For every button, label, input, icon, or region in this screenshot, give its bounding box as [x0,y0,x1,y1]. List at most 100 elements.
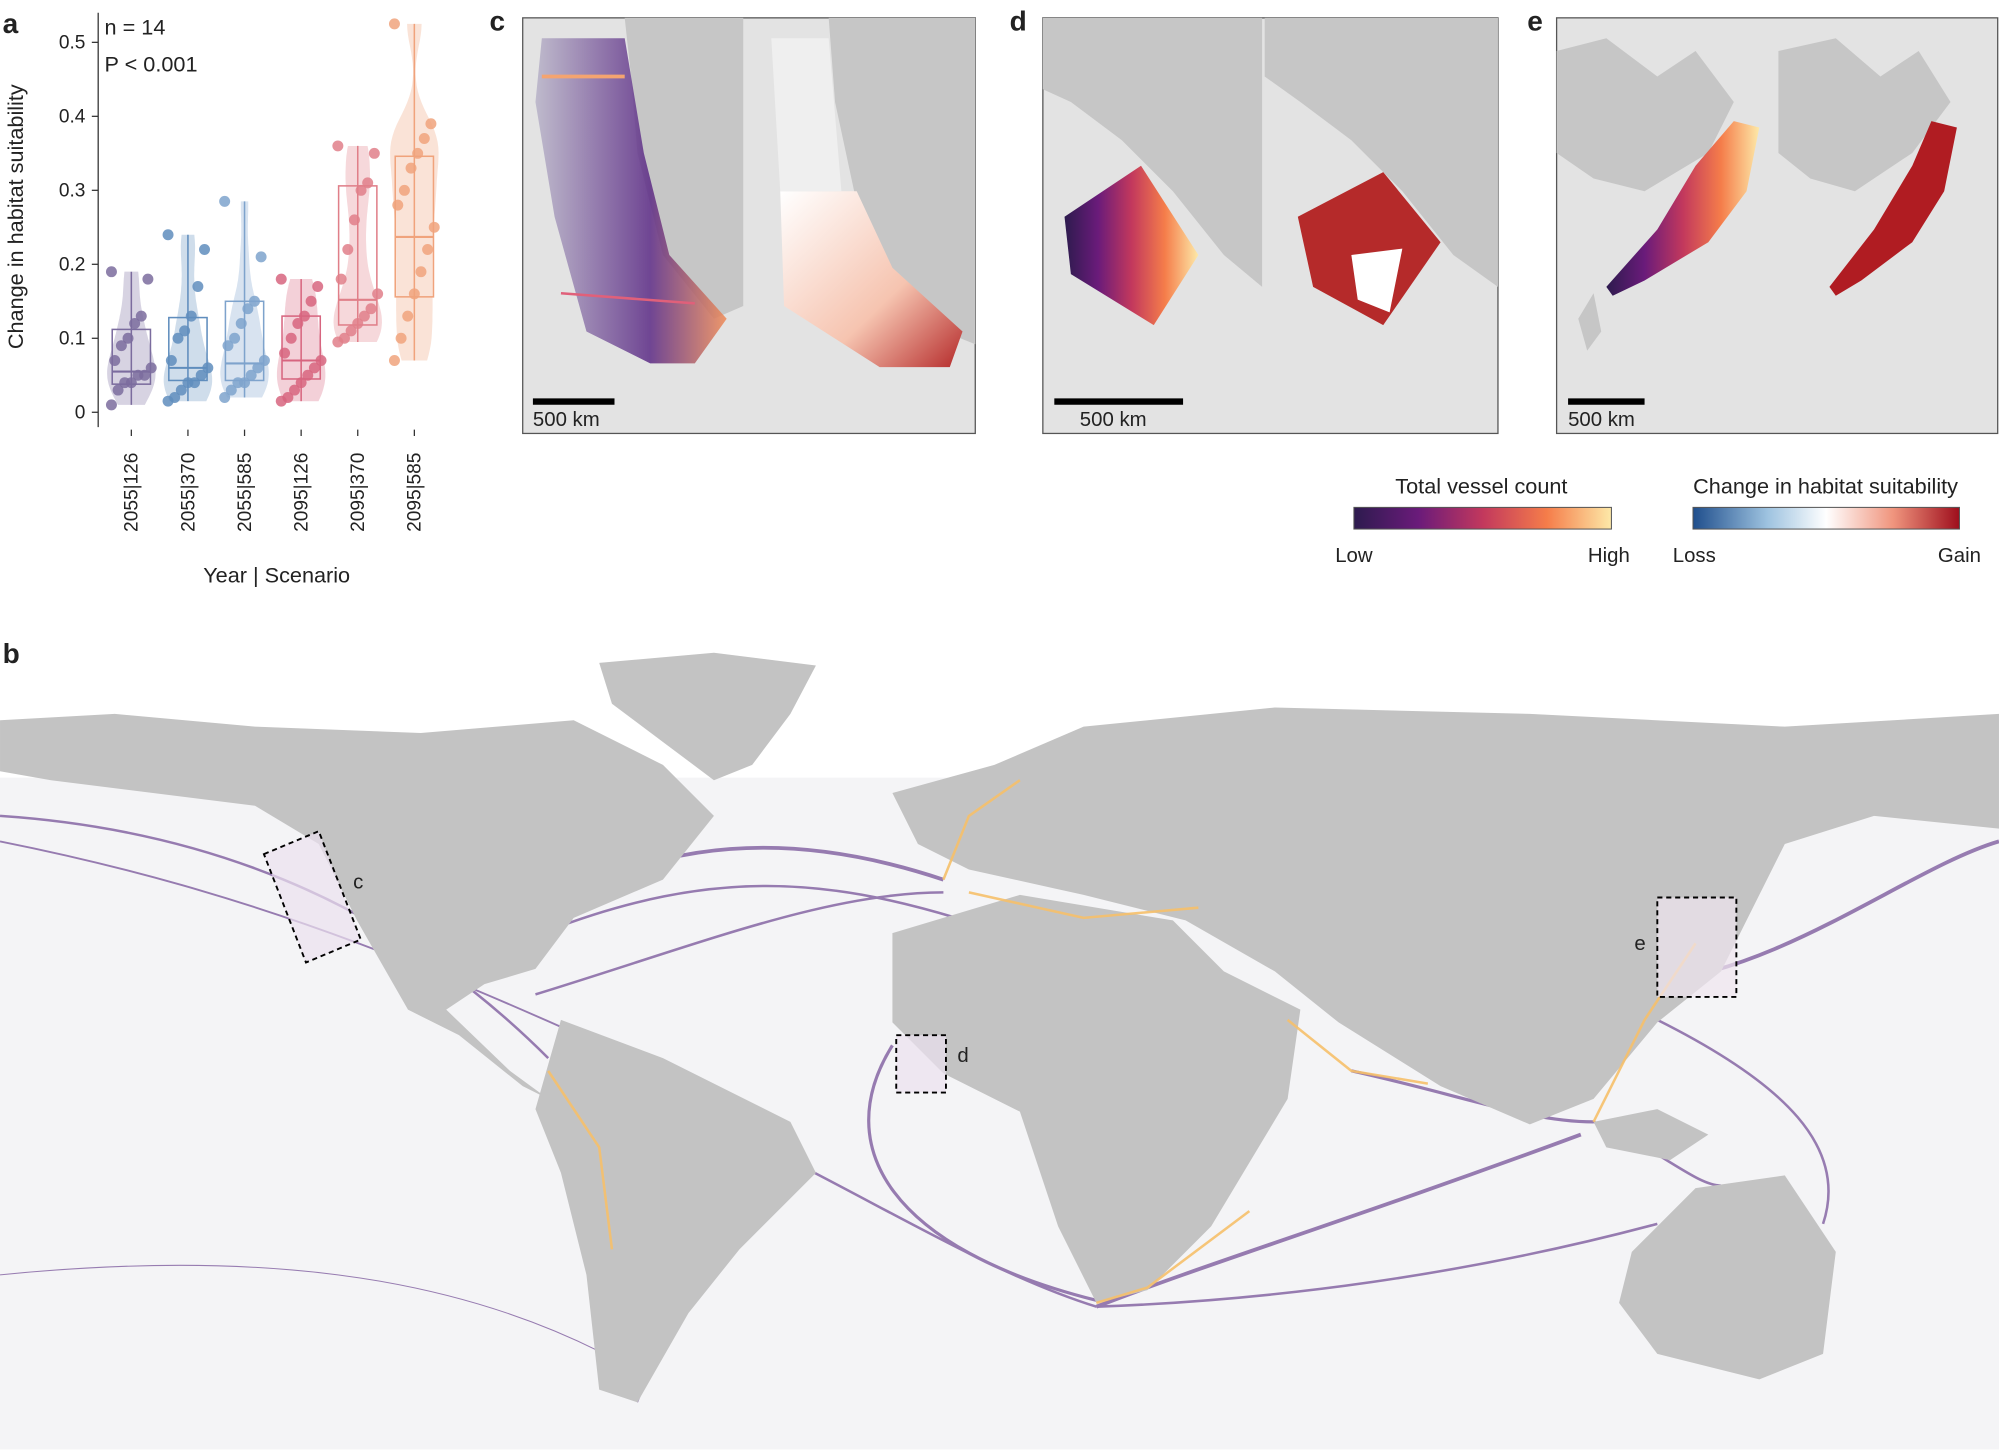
vessel-density [1064,165,1199,326]
suitability [771,38,842,192]
panel-label: a [3,8,19,39]
point [362,177,374,189]
inset-label: d [957,1045,968,1067]
x-tick-label: 2095|126 [292,453,313,532]
point [315,355,327,366]
point [352,318,364,329]
point [275,395,287,407]
point [252,362,264,374]
point [415,266,427,278]
land [745,17,976,345]
point [405,162,417,174]
land [1578,293,1602,351]
point [388,355,400,366]
y-tick-label: 0.2 [59,255,86,276]
point [232,377,244,389]
point [202,362,214,374]
point [185,310,197,322]
point [112,384,124,396]
point [422,244,434,255]
x-tick-label: 2055|585 [235,453,256,532]
point [308,362,320,374]
point [172,332,184,344]
point [342,244,354,255]
point [179,325,191,337]
point [418,133,430,145]
x-tick-label: 2055|370 [178,453,199,532]
scale-label: 500 km [533,409,600,431]
inset-label: e [1634,933,1645,955]
point [135,310,147,322]
point [165,355,177,366]
point [229,332,241,344]
point [219,195,231,207]
legend-title: Change in habitat suitability [1693,473,1958,498]
point [279,347,291,359]
point [222,340,234,352]
inset-box [262,829,363,964]
color-bar [1353,506,1612,530]
x-tick-label: 2095|585 [405,453,426,532]
panel-label: b [3,638,20,669]
legend-high: High [1588,545,1630,567]
point [109,355,121,366]
x-tick-label: 2055|126 [122,453,143,532]
point [335,273,347,285]
panel-label: e [1527,6,1543,37]
point [355,184,367,196]
point [162,229,174,241]
panel-a: a n = 14 P < 0.001 Change in habitat sui… [3,8,440,588]
point [105,399,117,411]
point [292,318,304,329]
point [425,118,437,130]
legend-low: Low [1335,545,1373,567]
land [624,17,744,319]
point [235,318,247,329]
point [119,377,131,389]
point [412,147,424,159]
panel-label: c [490,6,506,37]
point [358,310,370,322]
point [345,325,357,337]
point [255,251,267,263]
annotation: n = 14 [105,14,166,39]
inset-label: c [353,872,363,894]
point [298,310,310,322]
point [312,281,324,292]
point [199,244,210,255]
suitability [1351,248,1403,313]
point [365,303,377,315]
point [249,295,260,307]
scale-label: 500 km [1080,409,1147,431]
point [348,214,360,226]
y-axis-label: Change in habitat suitability [3,84,28,349]
point [275,273,287,285]
point [368,147,380,159]
point [388,18,400,30]
point [289,384,300,396]
point [392,199,404,211]
vessel-density [535,38,727,364]
panel-e: e 500 km [1527,6,1999,435]
point [115,340,127,352]
panel-d: d 500 km [1010,6,1499,435]
vessel-density [1606,121,1760,296]
land [1042,17,1263,287]
point [105,266,117,278]
panel-b: b c d e [0,638,1999,1450]
scale-label: 500 km [1568,409,1635,431]
point [372,288,384,300]
point [192,281,204,292]
x-tick-label: 2095|370 [348,453,369,532]
point [302,369,314,381]
point [245,369,257,381]
point [332,140,344,152]
point [129,318,141,329]
point [285,332,297,344]
point [398,184,410,196]
point [182,377,194,389]
land [1778,38,1951,192]
point [195,369,207,381]
annotation: P < 0.001 [105,51,198,76]
panel-label: d [1010,6,1027,37]
